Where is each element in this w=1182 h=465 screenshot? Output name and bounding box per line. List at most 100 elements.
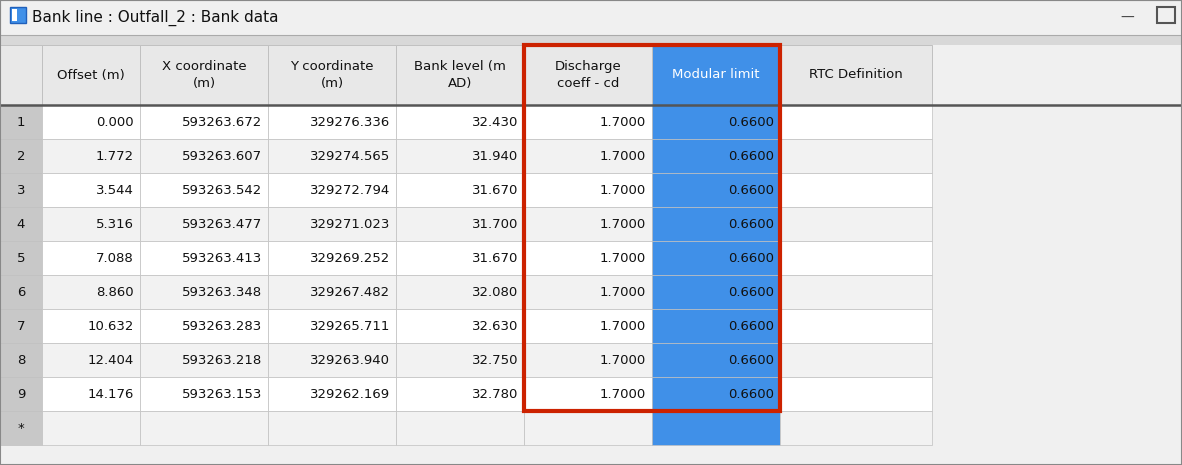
Bar (139, 207, 268, 241)
Text: 32.630: 32.630 (472, 319, 518, 332)
Text: 0.6600: 0.6600 (728, 252, 774, 265)
Text: 1.7000: 1.7000 (599, 252, 647, 265)
Bar (139, 45, 268, 105)
Bar (43, 275, 139, 309)
Text: —: — (1121, 11, 1134, 25)
Text: 593263.542: 593263.542 (182, 184, 262, 197)
Bar (396, 241, 524, 275)
Bar (652, 45, 780, 105)
Bar (396, 309, 524, 343)
Bar (524, 139, 652, 173)
Text: 329262.169: 329262.169 (310, 387, 390, 400)
Bar (780, 241, 931, 275)
Bar (139, 275, 268, 309)
Text: 0.000: 0.000 (97, 115, 134, 128)
Text: 32.780: 32.780 (472, 387, 518, 400)
Bar (268, 139, 396, 173)
Bar (780, 309, 931, 343)
Text: 329267.482: 329267.482 (310, 286, 390, 299)
Bar (780, 173, 931, 207)
Bar (139, 105, 268, 139)
Text: 0.6600: 0.6600 (728, 286, 774, 299)
Text: 1.7000: 1.7000 (599, 353, 647, 366)
Bar (12, 9, 17, 21)
Text: 593263.218: 593263.218 (182, 353, 262, 366)
Text: 8: 8 (17, 353, 25, 366)
Text: 593263.283: 593263.283 (182, 319, 262, 332)
Text: 329265.711: 329265.711 (310, 319, 390, 332)
Text: 5: 5 (17, 252, 25, 265)
Bar (524, 241, 652, 275)
Bar (43, 105, 139, 139)
Bar (780, 275, 931, 309)
Bar (652, 377, 780, 411)
Bar (524, 309, 652, 343)
Bar (0, 45, 43, 105)
Bar (780, 105, 931, 139)
Bar (396, 411, 524, 445)
Bar (9, 7, 26, 23)
Text: 3.544: 3.544 (96, 184, 134, 197)
Text: 31.940: 31.940 (472, 150, 518, 162)
Text: 0.6600: 0.6600 (728, 218, 774, 231)
Bar (0, 105, 43, 139)
Bar (43, 173, 139, 207)
Bar (0, 309, 43, 343)
Bar (43, 343, 139, 377)
Bar (139, 139, 268, 173)
Bar (780, 139, 931, 173)
Bar (396, 105, 524, 139)
Bar (268, 207, 396, 241)
Bar (43, 241, 139, 275)
Text: 0.6600: 0.6600 (728, 387, 774, 400)
Text: Bank line : Outfall_2 : Bank data: Bank line : Outfall_2 : Bank data (32, 9, 279, 26)
Bar (524, 207, 652, 241)
Text: 32.430: 32.430 (472, 115, 518, 128)
Text: 1.7000: 1.7000 (599, 115, 647, 128)
Bar (780, 343, 931, 377)
Bar (0, 35, 1182, 45)
Text: 31.670: 31.670 (472, 252, 518, 265)
Text: 593263.153: 593263.153 (182, 387, 262, 400)
Bar (43, 45, 139, 105)
Text: 7.088: 7.088 (96, 252, 134, 265)
Text: 329274.565: 329274.565 (310, 150, 390, 162)
Text: 31.700: 31.700 (472, 218, 518, 231)
Text: 32.750: 32.750 (472, 353, 518, 366)
Bar (396, 207, 524, 241)
Bar (0, 207, 43, 241)
Text: 329271.023: 329271.023 (310, 218, 390, 231)
Bar (1157, 7, 1175, 23)
Bar (396, 275, 524, 309)
Text: 5.316: 5.316 (96, 218, 134, 231)
Bar (268, 173, 396, 207)
Text: 1.7000: 1.7000 (599, 150, 647, 162)
Bar (0, 241, 43, 275)
Text: 6: 6 (17, 286, 25, 299)
Text: 593263.348: 593263.348 (182, 286, 262, 299)
Bar (0, 139, 43, 173)
Text: 31.670: 31.670 (472, 184, 518, 197)
Text: 2: 2 (17, 150, 25, 162)
Text: 593263.477: 593263.477 (182, 218, 262, 231)
Bar (652, 173, 780, 207)
Text: Bank level (m
AD): Bank level (m AD) (414, 60, 506, 90)
Bar (139, 173, 268, 207)
Text: 0.6600: 0.6600 (728, 353, 774, 366)
Bar (0, 0, 1182, 35)
Bar (524, 173, 652, 207)
Text: 8.860: 8.860 (97, 286, 134, 299)
Bar (139, 377, 268, 411)
Text: 593263.607: 593263.607 (182, 150, 262, 162)
Bar (652, 275, 780, 309)
Bar (652, 343, 780, 377)
Text: 329269.252: 329269.252 (310, 252, 390, 265)
Bar (780, 411, 931, 445)
Bar (396, 173, 524, 207)
Text: 32.080: 32.080 (472, 286, 518, 299)
Text: 7: 7 (17, 319, 25, 332)
Bar (268, 309, 396, 343)
Text: 3: 3 (17, 184, 25, 197)
Bar (524, 343, 652, 377)
Text: 0.6600: 0.6600 (728, 115, 774, 128)
